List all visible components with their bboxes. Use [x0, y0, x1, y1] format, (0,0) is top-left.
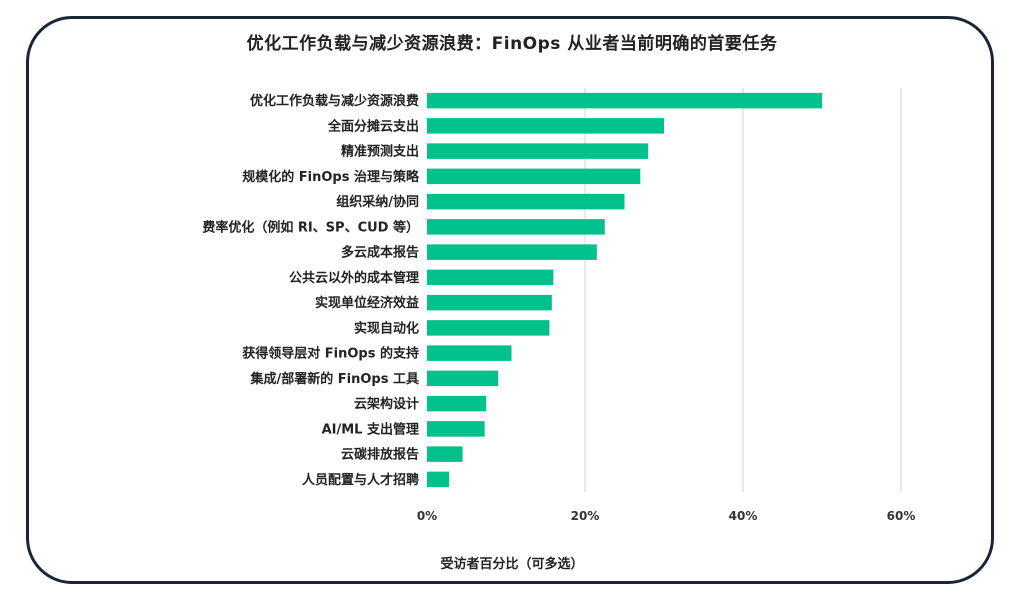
- bar: [427, 320, 550, 336]
- bar: [427, 294, 552, 311]
- x-tick-label: 60%: [887, 509, 916, 523]
- bar: [427, 143, 649, 159]
- chart-title: 优化工作负载与减少资源浪费：FinOps 从业者当前明确的首要任务: [246, 34, 778, 54]
- x-tick-label: 0%: [417, 509, 437, 523]
- category-label: 云碳排放报告: [341, 447, 419, 463]
- category-label: 人员配置与人才招聘: [302, 472, 419, 488]
- bar: [427, 168, 641, 185]
- bar: [427, 446, 463, 462]
- category-label: 优化工作负载与减少资源浪费: [250, 93, 419, 109]
- category-label: 规模化的 FinOps 治理与策略: [242, 169, 420, 185]
- bar: [427, 370, 499, 387]
- category-label: 组织采纳/协同: [336, 194, 419, 210]
- bar: [427, 219, 605, 235]
- bar: [427, 193, 625, 210]
- bar: [427, 92, 822, 109]
- category-label: 获得领导层对 FinOps 的支持: [242, 346, 419, 362]
- category-label: 多云成本报告: [341, 245, 419, 261]
- bar: [427, 395, 487, 412]
- category-label: 全面分摊云支出: [327, 118, 419, 134]
- x-tick-label: 40%: [729, 509, 758, 523]
- bar: [427, 421, 485, 437]
- bar: [427, 118, 664, 134]
- bar: [427, 244, 597, 260]
- category-label: 云架构设计: [354, 396, 419, 412]
- category-label: 费率优化（例如 RI、SP、CUD 等）: [202, 219, 419, 235]
- category-label: 集成/部署新的 FinOps 工具: [250, 371, 420, 387]
- x-axis-label: 受访者百分比（可多选）: [440, 557, 584, 572]
- bar: [427, 471, 450, 488]
- category-label: 实现单位经济效益: [315, 295, 419, 311]
- bar: [427, 269, 554, 286]
- category-label: 公共云以外的成本管理: [289, 270, 419, 286]
- category-label: 精准预测支出: [341, 144, 419, 160]
- category-label: 实现自动化: [354, 320, 419, 336]
- category-label: AI/ML 支出管理: [322, 421, 419, 437]
- bar: [427, 345, 512, 361]
- x-tick-label: 20%: [571, 509, 600, 523]
